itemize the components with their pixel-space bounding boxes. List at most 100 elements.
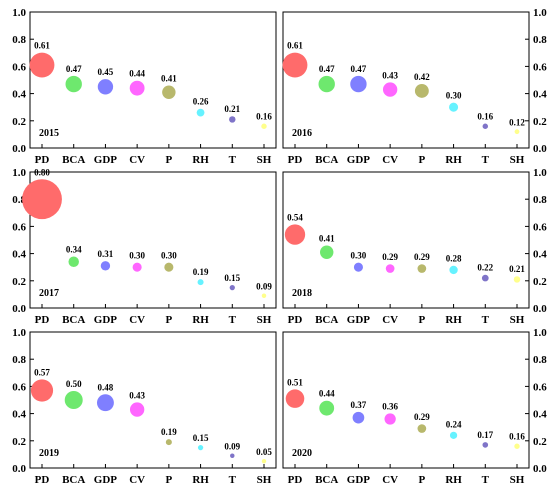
panel-year-label: 2020 bbox=[292, 448, 312, 459]
x-tick-label: GDP bbox=[347, 474, 371, 486]
value-label: 0.16 bbox=[256, 112, 272, 122]
value-label: 0.15 bbox=[193, 433, 209, 443]
x-tick-label: BCA bbox=[62, 154, 85, 166]
value-label: 0.44 bbox=[129, 69, 145, 79]
value-label: 0.43 bbox=[382, 70, 398, 80]
bubble-bca bbox=[319, 400, 335, 416]
value-label: 0.09 bbox=[256, 282, 272, 292]
x-tick-label: SH bbox=[510, 314, 525, 326]
bubble-cv bbox=[384, 413, 396, 425]
bubble-rh bbox=[197, 444, 204, 451]
panel-year-label: 2016 bbox=[292, 128, 312, 139]
value-label: 0.26 bbox=[193, 97, 209, 107]
value-label: 0.51 bbox=[287, 377, 303, 387]
x-tick-label: P bbox=[165, 154, 172, 166]
y-tick-label: 0.2 bbox=[533, 436, 547, 448]
x-tick-label: RH bbox=[192, 314, 209, 326]
panel-frame bbox=[282, 331, 530, 469]
y-tick-label: 0.0 bbox=[533, 143, 547, 155]
y-tick-label: 0.2 bbox=[12, 436, 26, 448]
y-tick-label: 0.4 bbox=[533, 409, 547, 421]
bubble-sh bbox=[514, 443, 520, 449]
value-label: 0.43 bbox=[129, 390, 145, 400]
bubble-p bbox=[165, 439, 172, 446]
bubble-rh bbox=[449, 431, 458, 439]
value-label: 0.47 bbox=[319, 64, 335, 74]
x-tick-label: T bbox=[229, 314, 237, 326]
bubble-gdp bbox=[350, 75, 367, 93]
bubble-bca bbox=[64, 391, 83, 409]
panel-frame bbox=[29, 331, 277, 469]
value-label: 0.19 bbox=[193, 267, 209, 277]
y-tick-label: 0.2 bbox=[533, 116, 547, 128]
value-label: 0.61 bbox=[34, 41, 50, 51]
y-tick-label: 1.0 bbox=[12, 167, 26, 179]
bubble-pd bbox=[30, 379, 54, 402]
x-tick-label: GDP bbox=[347, 314, 371, 326]
y-tick-label: 0.6 bbox=[12, 221, 26, 233]
y-tick-label: 0.8 bbox=[12, 354, 26, 366]
bubble-bca bbox=[65, 75, 82, 93]
x-tick-label: P bbox=[418, 314, 425, 326]
panel-year-label: 2018 bbox=[292, 288, 312, 299]
bubble-cv bbox=[132, 262, 142, 272]
bubble-rh bbox=[197, 279, 204, 286]
value-label: 0.17 bbox=[477, 430, 493, 440]
x-tick-label: CV bbox=[382, 314, 398, 326]
bubble-sh bbox=[261, 123, 267, 129]
x-tick-label: PD bbox=[288, 474, 303, 486]
bubble-t bbox=[229, 116, 236, 123]
bubble-gdp bbox=[353, 262, 363, 272]
bubble-rh bbox=[196, 108, 205, 117]
bubble-t bbox=[482, 123, 489, 129]
bubble-gdp bbox=[352, 411, 365, 424]
y-tick-label: 0.4 bbox=[533, 89, 547, 101]
bubble-sh bbox=[514, 129, 520, 135]
x-tick-label: CV bbox=[382, 474, 398, 486]
value-label: 0.30 bbox=[161, 251, 177, 261]
bubble-rh bbox=[449, 102, 459, 112]
y-tick-label: 0.0 bbox=[533, 303, 547, 315]
y-tick-label: 0.4 bbox=[12, 249, 26, 261]
x-tick-label: CV bbox=[382, 154, 398, 166]
y-tick-label: 0.8 bbox=[533, 354, 547, 366]
bubble-pd bbox=[29, 52, 55, 78]
panel-frame bbox=[282, 171, 530, 309]
bubble-gdp bbox=[96, 394, 114, 412]
chart-panel-2017: 0.00.20.40.60.81.0PD BCA GDP CV P RH T SH0.800.… bbox=[12, 167, 277, 326]
x-tick-label: PD bbox=[35, 314, 50, 326]
value-label: 0.30 bbox=[446, 91, 462, 101]
bubble-pd bbox=[285, 389, 305, 408]
bubble-t bbox=[481, 274, 489, 282]
y-tick-label: 0.2 bbox=[533, 276, 547, 288]
y-tick-label: 1.0 bbox=[533, 167, 547, 179]
value-label: 0.09 bbox=[224, 442, 240, 452]
value-label: 0.29 bbox=[382, 252, 398, 262]
x-tick-label: P bbox=[165, 314, 172, 326]
x-tick-label: GDP bbox=[347, 154, 371, 166]
bubble-p bbox=[417, 424, 427, 433]
panel-year-label: 2015 bbox=[39, 128, 59, 139]
x-tick-label: GDP bbox=[94, 314, 118, 326]
y-tick-label: 0.6 bbox=[533, 221, 547, 233]
value-label: 0.45 bbox=[98, 67, 114, 77]
bubble-p bbox=[414, 83, 429, 98]
bubble-gdp bbox=[97, 79, 114, 95]
y-tick-label: 0.8 bbox=[533, 194, 547, 206]
bubble-gdp bbox=[100, 261, 111, 271]
value-label: 0.31 bbox=[98, 249, 114, 259]
y-tick-label: 0.4 bbox=[533, 249, 547, 261]
x-tick-label: CV bbox=[129, 474, 145, 486]
value-label: 0.57 bbox=[34, 367, 50, 377]
bubble-sh bbox=[261, 293, 267, 298]
x-tick-label: SH bbox=[257, 314, 272, 326]
panel-year-label: 2017 bbox=[39, 288, 59, 299]
y-tick-label: 0.0 bbox=[12, 303, 26, 315]
y-tick-label: 1.0 bbox=[533, 327, 547, 339]
bubble-t bbox=[230, 453, 235, 458]
bubble-bca bbox=[68, 256, 79, 267]
x-tick-label: BCA bbox=[315, 314, 338, 326]
y-tick-label: 0.4 bbox=[12, 409, 26, 421]
bubble-p bbox=[164, 262, 174, 272]
